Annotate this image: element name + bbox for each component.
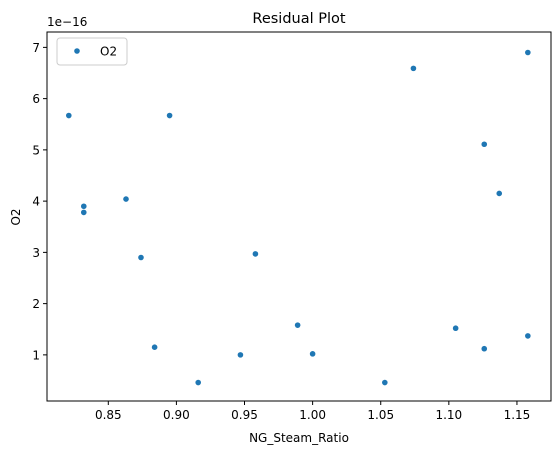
data-point — [295, 322, 301, 328]
y-axis-label: O2 — [9, 208, 23, 225]
data-point — [81, 210, 87, 216]
x-axis-ticks: 0.85 0.90 0.95 1.00 1.05 1.10 1.15 — [95, 401, 530, 422]
x-tick-label: 1.05 — [367, 408, 394, 422]
x-tick-label: 1.00 — [299, 408, 326, 422]
y-tick-label: 2 — [32, 297, 40, 311]
data-point — [382, 380, 388, 386]
data-point — [81, 203, 87, 209]
x-tick-label: 1.15 — [504, 408, 531, 422]
data-point — [481, 141, 487, 147]
x-tick-label: 1.10 — [435, 408, 462, 422]
y-tick-label: 4 — [32, 195, 40, 209]
legend-marker — [74, 48, 80, 54]
data-point — [123, 196, 129, 202]
data-point — [238, 352, 244, 358]
x-axis-label: NG_Steam_Ratio — [249, 431, 349, 445]
x-tick-label: 0.90 — [163, 408, 190, 422]
data-point — [152, 344, 158, 350]
data-point — [66, 113, 72, 119]
data-point — [167, 113, 173, 119]
data-points — [66, 50, 531, 386]
legend-label: O2 — [100, 45, 117, 59]
chart-title: Residual Plot — [252, 11, 345, 27]
data-point — [496, 191, 502, 197]
data-point — [310, 351, 316, 357]
data-point — [481, 346, 487, 352]
y-tick-label: 6 — [32, 92, 40, 106]
y-axis-ticks: 1 2 3 4 5 6 7 — [32, 41, 47, 363]
legend: O2 — [57, 38, 127, 65]
x-tick-label: 0.85 — [95, 408, 122, 422]
y-tick-label: 1 — [32, 348, 40, 362]
y-axis-offset-label: 1e−16 — [47, 15, 87, 29]
data-point — [525, 50, 531, 56]
y-tick-label: 5 — [32, 143, 40, 157]
data-point — [411, 66, 417, 72]
data-point — [453, 325, 459, 331]
data-point — [138, 255, 144, 261]
data-point — [525, 333, 531, 339]
x-tick-label: 0.95 — [231, 408, 258, 422]
plot-area-frame — [47, 32, 551, 401]
data-point — [253, 251, 259, 257]
y-tick-label: 7 — [32, 41, 40, 55]
data-point — [195, 380, 201, 386]
y-tick-label: 3 — [32, 246, 40, 260]
